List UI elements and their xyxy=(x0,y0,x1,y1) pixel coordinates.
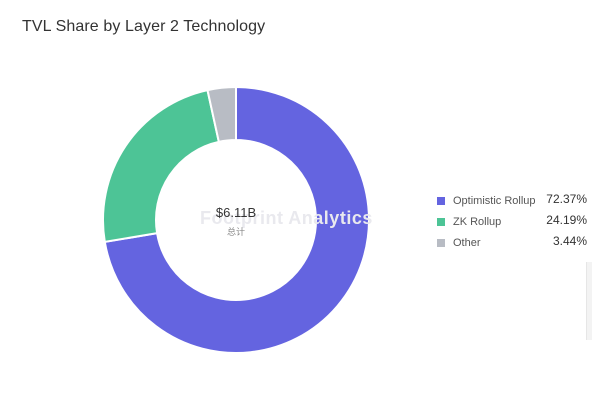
legend-swatch xyxy=(437,239,445,247)
legend-swatch xyxy=(437,218,445,226)
center-total-value: $6.11B xyxy=(216,205,256,220)
legend-label: Other xyxy=(453,237,481,249)
side-scroll-edge xyxy=(586,262,592,340)
legend-item-optimistic-rollup[interactable]: Optimistic Rollup xyxy=(437,193,536,209)
legend-swatch xyxy=(437,197,445,205)
legend-percent: 3.44% xyxy=(552,234,587,248)
donut-slice-optimistic-rollup[interactable] xyxy=(103,85,370,354)
legend-item-zk-rollup[interactable]: ZK Rollup xyxy=(437,214,501,230)
chart-title: TVL Share by Layer 2 Technology xyxy=(22,18,266,35)
donut-slice-zk-rollup[interactable] xyxy=(102,88,221,244)
legend-label: Optimistic Rollup xyxy=(453,195,536,207)
legend-percent: 24.19% xyxy=(546,213,587,227)
legend-item-other[interactable]: Other xyxy=(437,235,481,251)
legend-label: ZK Rollup xyxy=(453,216,502,228)
center-total-label: 总计 xyxy=(227,226,245,238)
watermark-text: Footprint Analytics xyxy=(200,208,373,228)
legend-percent: 72.37% xyxy=(546,192,587,206)
donut-slice-other[interactable] xyxy=(206,85,237,144)
